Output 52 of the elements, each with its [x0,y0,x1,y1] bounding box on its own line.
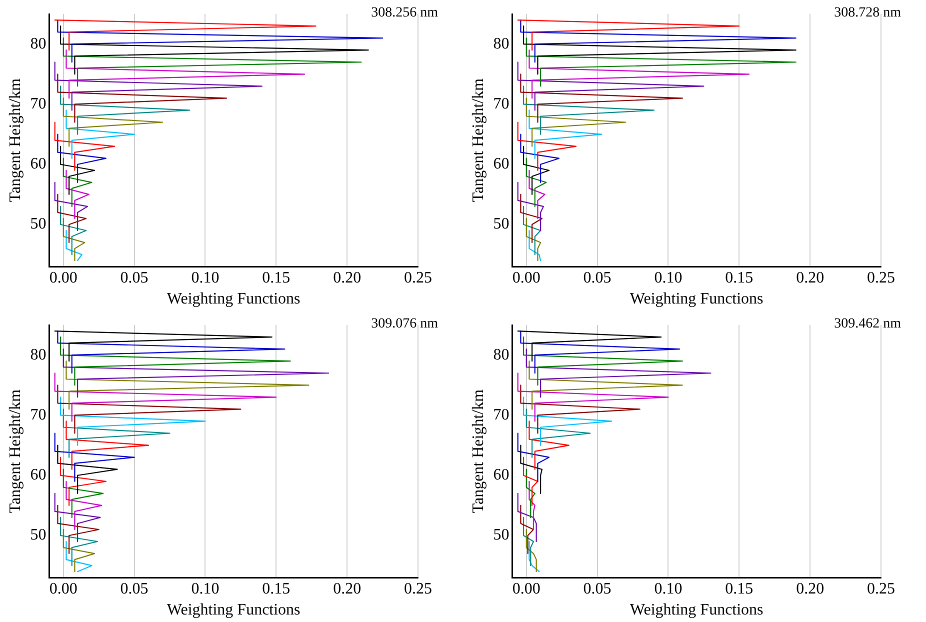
y-tick-label: 80 [30,35,46,52]
x-tick-label: 0.00 [512,580,540,598]
y-tick-label: 80 [493,346,510,364]
x-tick-label: 0.10 [654,269,682,286]
y-tick-label: 70 [30,406,46,424]
x-tick-label: 0.15 [725,580,754,598]
annotation: 308.728 nm [834,6,902,21]
x-axis-title: Weighting Functions [630,602,764,619]
x-axis-title: Weighting Functions [166,290,300,308]
x-tick-label: 0.20 [333,580,362,598]
y-axis-title: Tangent Height/km [6,78,24,202]
y-tick-label: 50 [493,216,510,233]
y-tick-label: 60 [493,466,510,484]
x-tick-label: 0.05 [583,580,612,598]
x-tick-label: 0.10 [191,269,220,286]
x-axis-title: Weighting Functions [166,602,300,619]
x-tick-label: 0.15 [725,269,754,286]
y-tick-label: 60 [30,466,46,484]
y-tick-label: 70 [30,95,46,112]
x-tick-label: 0.00 [512,269,540,286]
y-axis-title: Tangent Height/km [470,78,487,202]
x-tick-label: 0.15 [262,269,290,286]
x-tick-label: 0.00 [49,580,78,598]
y-tick-label: 80 [30,346,46,364]
x-tick-label: 0.25 [404,580,432,598]
y-axis-title: Tangent Height/km [6,388,24,514]
y-tick-label: 50 [493,526,510,544]
x-tick-label: 0.05 [120,269,148,286]
y-tick-label: 50 [30,526,46,544]
annotation: 309.462 nm [834,316,902,332]
x-tick-label: 0.10 [191,580,220,598]
y-axis-title: Tangent Height/km [470,388,487,514]
y-tick-label: 60 [30,156,46,173]
x-axis-title: Weighting Functions [630,290,764,308]
x-tick-label: 0.05 [583,269,612,286]
x-tick-label: 0.20 [333,269,362,286]
y-tick-label: 70 [493,95,510,112]
x-tick-label: 0.00 [49,269,78,286]
x-tick-label: 0.25 [867,580,895,598]
annotation: 309.076 nm [371,316,438,332]
x-tick-label: 0.25 [867,269,895,286]
x-tick-label: 0.05 [120,580,148,598]
y-tick-label: 60 [493,156,510,173]
x-tick-label: 0.20 [796,580,824,598]
y-tick-label: 50 [30,216,46,233]
x-tick-label: 0.25 [404,269,432,286]
y-tick-label: 80 [493,35,510,52]
annotation: 308.256 nm [371,6,438,21]
y-tick-label: 70 [493,406,510,424]
x-tick-label: 0.20 [796,269,824,286]
x-tick-label: 0.15 [262,580,290,598]
x-tick-label: 0.10 [654,580,682,598]
